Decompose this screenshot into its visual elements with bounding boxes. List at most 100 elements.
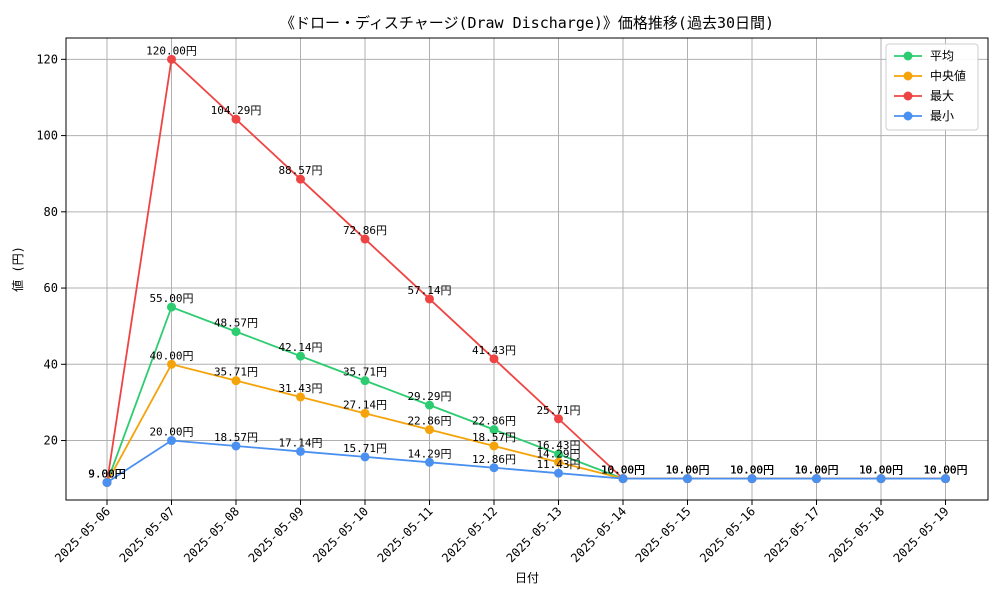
x-tick-label: 2025-05-14 — [568, 504, 629, 565]
data-label: 15.71円 — [343, 442, 387, 455]
data-label: 10.00円 — [601, 464, 645, 477]
data-point — [425, 425, 434, 435]
series-layer — [102, 54, 950, 487]
x-tick-label: 2025-05-06 — [52, 504, 113, 565]
y-axis-ticks: 20 40 60 80 100 120 — [36, 52, 66, 448]
data-label: 20.00円 — [149, 426, 193, 439]
data-label: 57.14円 — [407, 284, 451, 297]
data-point — [425, 294, 434, 304]
data-point — [876, 474, 886, 484]
data-label: 10.00円 — [601, 464, 645, 477]
grid-lines — [66, 38, 988, 500]
data-label: 104.29円 — [211, 104, 262, 117]
data-label: 10.00円 — [923, 464, 967, 477]
data-point — [618, 474, 628, 484]
data-label: 14.29円 — [536, 447, 580, 460]
x-tick-label: 2025-05-15 — [633, 504, 694, 565]
data-point — [554, 414, 563, 424]
data-point — [683, 474, 692, 484]
data-label: 10.00円 — [601, 464, 645, 477]
data-label: 10.00円 — [794, 464, 838, 477]
data-label: 18.57円 — [214, 431, 258, 444]
data-label: 48.57円 — [214, 317, 258, 330]
data-label: 22.86円 — [472, 415, 516, 428]
data-point — [747, 474, 757, 484]
data-label: 55.00円 — [149, 292, 193, 305]
data-label: 10.00円 — [794, 464, 838, 477]
data-labels: 9.00円 55.00円 48.57円 42.14円 35.71円 29.29円 22.86… — [88, 44, 967, 480]
y-tick-label: 100 — [36, 129, 58, 143]
data-label: 40.00円 — [149, 349, 193, 362]
y-tick-label: 20 — [44, 434, 58, 448]
data-point — [231, 376, 241, 386]
x-tick-label: 2025-05-10 — [310, 504, 371, 565]
data-label: 31.43円 — [278, 382, 322, 395]
data-point — [296, 174, 305, 184]
data-label: 10.00円 — [665, 464, 709, 477]
data-point — [360, 376, 370, 386]
data-label: 10.00円 — [923, 464, 967, 477]
data-label: 72.86円 — [343, 224, 387, 237]
data-point — [167, 302, 176, 312]
data-label: 120.00円 — [146, 44, 197, 57]
x-tick-label: 2025-05-19 — [891, 504, 952, 565]
data-label: 11.43円 — [536, 458, 580, 471]
data-point — [489, 354, 499, 364]
data-label: 41.43円 — [472, 344, 516, 357]
data-label: 9.00円 — [88, 467, 126, 480]
legend-swatch-marker — [903, 51, 913, 61]
x-tick-label: 2025-05-11 — [375, 504, 436, 565]
legend-box — [885, 43, 979, 131]
data-point — [489, 425, 499, 435]
data-label: 22.86円 — [407, 415, 451, 428]
legend-label: 平均 — [930, 49, 954, 63]
data-label: 35.71円 — [214, 366, 258, 379]
y-axis-label: 値 (円) — [10, 246, 25, 292]
data-label: 10.00円 — [730, 464, 774, 477]
data-label: 10.00円 — [859, 464, 903, 477]
data-label: 10.00円 — [794, 464, 838, 477]
data-label: 10.00円 — [923, 464, 967, 477]
data-point — [425, 457, 434, 467]
data-point — [812, 474, 821, 484]
x-axis-label: 日付 — [515, 571, 539, 585]
legend-swatch-marker — [903, 91, 913, 101]
data-label: 18.57円 — [472, 431, 516, 444]
data-point — [360, 452, 370, 462]
data-label: 10.00円 — [730, 464, 774, 477]
data-label: 9.00円 — [88, 467, 126, 480]
data-point — [360, 234, 370, 244]
data-label: 25.71円 — [536, 404, 580, 417]
data-label: 14.29円 — [407, 447, 451, 460]
y-tick-label: 60 — [44, 281, 58, 295]
data-label: 16.43円 — [536, 439, 580, 452]
y-tick-label: 40 — [44, 357, 58, 371]
data-point — [231, 441, 241, 451]
legend-label: 最小 — [930, 109, 954, 123]
series-line-4 — [106, 439, 946, 484]
data-point — [554, 468, 563, 478]
data-label: 10.00円 — [794, 464, 838, 477]
data-point — [554, 449, 563, 459]
data-label: 12.86円 — [472, 453, 516, 466]
data-label: 10.00円 — [665, 464, 709, 477]
data-label: 9.00円 — [88, 467, 126, 480]
data-label: 29.29円 — [407, 390, 451, 403]
data-point — [102, 477, 112, 487]
x-tick-label: 2025-05-09 — [246, 504, 307, 565]
x-tick-label: 2025-05-13 — [504, 504, 565, 565]
data-label: 10.00円 — [859, 464, 903, 477]
data-point — [360, 408, 370, 418]
x-tick-label: 2025-05-08 — [181, 504, 242, 565]
data-label: 35.71円 — [343, 366, 387, 379]
x-tick-label: 2025-05-07 — [117, 504, 178, 565]
data-label: 9.00円 — [88, 467, 126, 480]
data-label: 10.00円 — [859, 464, 903, 477]
data-point — [296, 392, 305, 402]
plot-frame — [65, 37, 989, 501]
data-label: 27.14円 — [343, 398, 387, 411]
data-point — [489, 441, 499, 451]
x-tick-label: 2025-05-17 — [762, 504, 823, 565]
